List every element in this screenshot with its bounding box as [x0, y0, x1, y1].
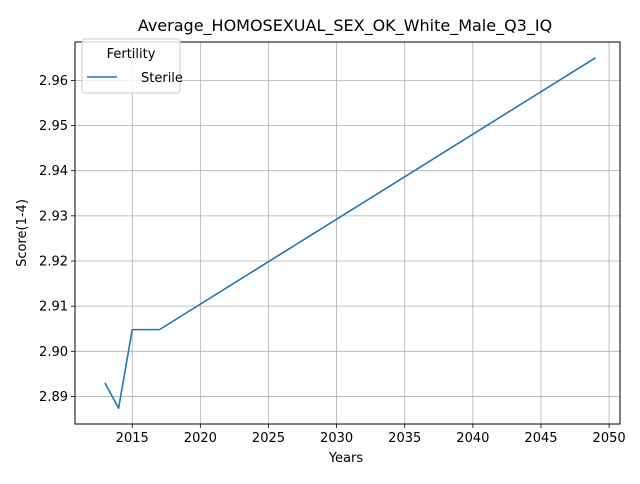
- y-tick-label: 2.90: [39, 345, 68, 360]
- grid-lines: [75, 42, 620, 424]
- x-tick-label: 2045: [524, 431, 557, 446]
- chart-title: Average_HOMOSEXUAL_SEX_OK_White_Male_Q3_…: [138, 16, 552, 36]
- legend: Fertility Sterile: [81, 38, 183, 94]
- x-tick-label: 2040: [456, 431, 489, 446]
- x-tick-label: 2030: [320, 431, 353, 446]
- legend-title: Fertility: [107, 47, 156, 62]
- x-tick-label: 2020: [184, 431, 217, 446]
- y-tick-label: 2.89: [39, 390, 68, 405]
- y-axis: 2.89 2.90 2.91 2.92 2.93 2.94 2.95 2.96: [39, 74, 75, 405]
- y-tick-label: 2.94: [39, 164, 68, 179]
- x-tick-label: 2015: [116, 431, 149, 446]
- y-tick-label: 2.95: [39, 119, 68, 134]
- legend-box: [81, 38, 181, 94]
- y-tick-label: 2.93: [39, 209, 68, 224]
- plot-frame: [74, 41, 621, 425]
- y-tick-label: 2.91: [39, 300, 68, 315]
- x-tick-label: 2035: [388, 431, 421, 446]
- legend-label-sterile: Sterile: [141, 71, 183, 86]
- x-axis: 2015 2020 2025 2030 2035 2040 2045 2050: [116, 424, 626, 446]
- y-axis-label: Score(1-4): [15, 199, 30, 267]
- y-tick-label: 2.96: [39, 74, 68, 89]
- series-line-sterile: [104, 57, 596, 410]
- x-tick-label: 2025: [252, 431, 285, 446]
- y-tick-label: 2.92: [39, 254, 68, 269]
- x-axis-label: Years: [328, 451, 364, 466]
- series-layer: [104, 57, 596, 410]
- x-tick-label: 2050: [593, 431, 626, 446]
